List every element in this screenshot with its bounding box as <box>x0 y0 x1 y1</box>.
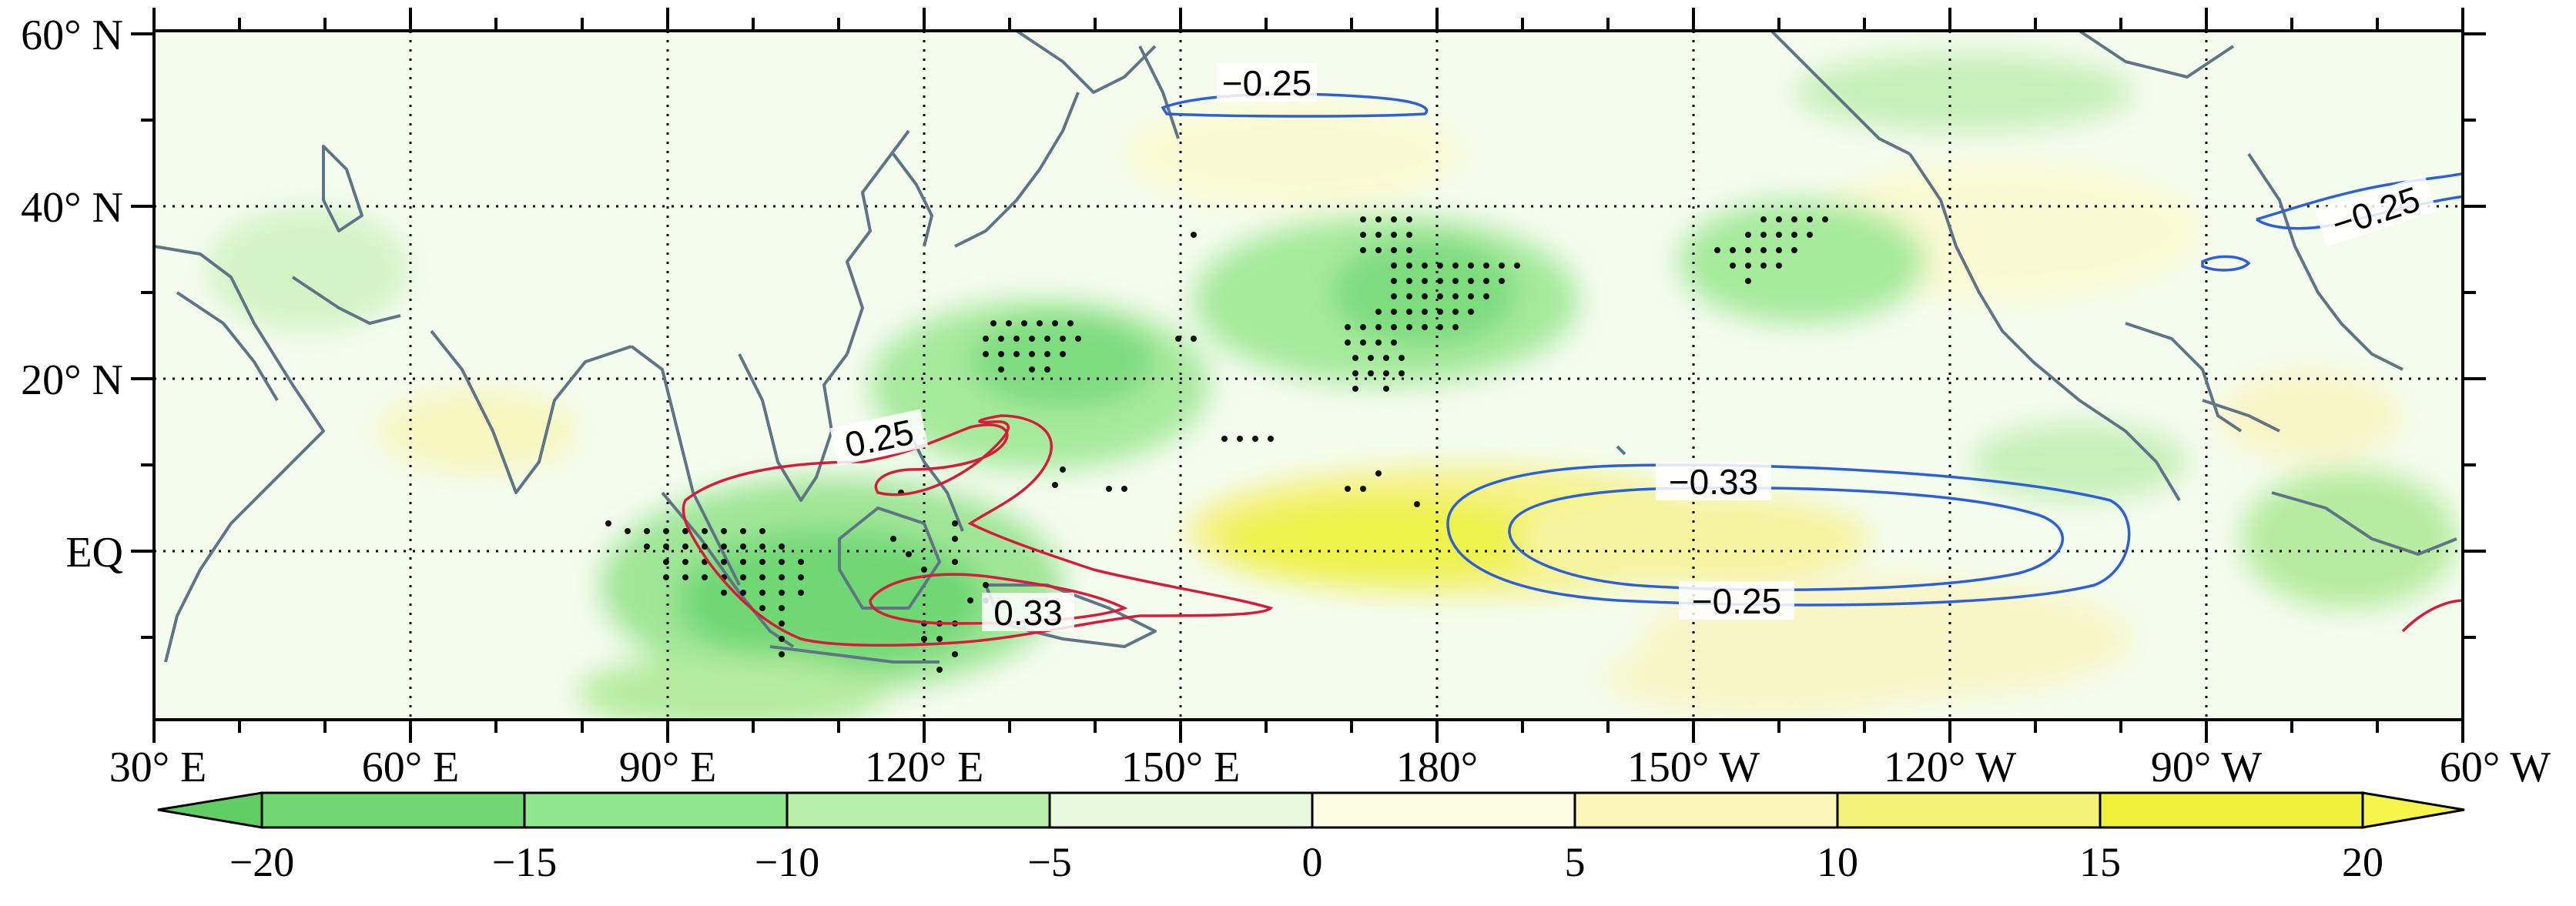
coastline-korea <box>892 152 933 247</box>
lon-label-60w: 60° W <box>2440 744 2551 791</box>
lat-label-60n: 60° N <box>21 12 123 59</box>
cb-label-10: 10 <box>1817 839 1858 885</box>
coastlines <box>154 31 2457 664</box>
coastline-java <box>769 645 940 664</box>
colorbar-extend-low <box>157 791 263 829</box>
axis-ticks <box>131 8 2486 743</box>
cb-label-m10: −10 <box>755 839 819 885</box>
longitude-labels: 30° E 60° E 90° E 120° E 150° E 180° 150… <box>109 744 2551 791</box>
coastline-india <box>430 329 632 494</box>
colorbar-bin-6 <box>1573 791 1839 829</box>
colorbar <box>157 791 2465 829</box>
coastline-hudson <box>2078 31 2235 79</box>
coastline-na-west <box>1908 152 2181 502</box>
map-area: −0.25 −0.25 −0.33 −0.25 0.25 0.33 <box>154 31 2463 720</box>
lat-label-20n: 20° N <box>21 356 123 404</box>
contour-label-neg-025-central: −0.25 <box>1692 581 1781 621</box>
coastline-russia-east <box>1015 31 1157 94</box>
coastline-south-america <box>2271 491 2457 556</box>
contour-pos-sa <box>2401 599 2463 633</box>
latitude-labels: 60° N 40° N 20° N EQ <box>21 12 123 577</box>
coastline-indochina <box>738 353 849 502</box>
coastline-bay-of-bengal <box>630 345 741 586</box>
coastline-japan <box>954 92 1080 248</box>
colorbar-bin-2 <box>523 791 789 829</box>
shading-field <box>208 54 2457 720</box>
contour-neg-025-small <box>2201 255 2251 272</box>
cb-label-20: 20 <box>2342 839 2383 885</box>
coastline-red-sea <box>176 291 279 402</box>
coastline-hawaii <box>1616 445 1626 456</box>
cb-label-15: 15 <box>2079 839 2121 885</box>
coastline-borneo <box>838 506 941 610</box>
lat-label-40n: 40° N <box>21 184 123 232</box>
cb-label-m5: −5 <box>1027 839 1071 885</box>
contour-neg-025-central <box>1446 463 2131 607</box>
contour-neg-033 <box>1508 486 2065 591</box>
colorbar-bin-3 <box>786 791 1051 829</box>
coastline-na-east <box>2247 152 2403 371</box>
lon-label-120e: 120° E <box>865 744 984 791</box>
colorbar-bin-5 <box>1311 791 1576 829</box>
lon-label-120w: 120° W <box>1884 744 2016 791</box>
coastline-china-east <box>846 129 910 355</box>
lon-label-150w: 150° W <box>1627 744 1760 791</box>
lon-label-30e: 30° E <box>109 744 207 791</box>
colorbar-bin-8 <box>2099 791 2364 829</box>
lon-label-90w: 90° W <box>2151 744 2262 791</box>
cb-label-5: 5 <box>1565 839 1586 885</box>
lon-label-90e: 90° E <box>619 744 717 791</box>
coastline-caspian <box>322 145 363 232</box>
colorbar-bin-7 <box>1836 791 2102 829</box>
coastline-kamchatka <box>1138 45 1180 139</box>
coastline-sumatra <box>661 491 795 648</box>
coastline-africa-arabia <box>154 245 325 663</box>
cb-label-m20: −20 <box>229 839 294 885</box>
coastline-gulf-mexico <box>2125 322 2243 433</box>
contour-pos-033 <box>869 573 1128 625</box>
contour-label-pos-033: 0.33 <box>993 593 1063 633</box>
contour-label-neg-025-north: −0.25 <box>1222 63 1311 103</box>
lon-label-180: 180° <box>1396 744 1478 791</box>
map-frame <box>152 29 2464 721</box>
contour-label-neg-033: −0.33 <box>1669 462 1758 502</box>
colorbar-labels: −20 −15 −10 −5 0 5 10 15 20 <box>229 839 2383 885</box>
colorbar-bin-1 <box>260 791 526 829</box>
lat-label-eq: EQ <box>65 529 123 577</box>
lon-label-60e: 60° E <box>362 744 460 791</box>
cb-label-m15: −15 <box>492 839 557 885</box>
coastline-persian-gulf <box>291 276 401 325</box>
colorbar-bin-4 <box>1048 791 1314 829</box>
coastline-alaska <box>1770 31 1911 155</box>
contours <box>682 92 2463 647</box>
contour-pos-025 <box>682 414 1274 647</box>
stipple-central-pacific <box>1221 216 1520 507</box>
lon-label-150e: 150° E <box>1121 744 1241 791</box>
cb-label-0: 0 <box>1302 839 1323 885</box>
coastline-cuba <box>2202 399 2280 433</box>
contour-label-group: −0.25 −0.25 −0.33 −0.25 0.25 0.33 <box>829 63 2437 633</box>
colorbar-extend-high <box>2361 791 2465 829</box>
stipple-north-pacific <box>1714 216 1828 284</box>
stipple-philippine-sea <box>983 232 1197 492</box>
